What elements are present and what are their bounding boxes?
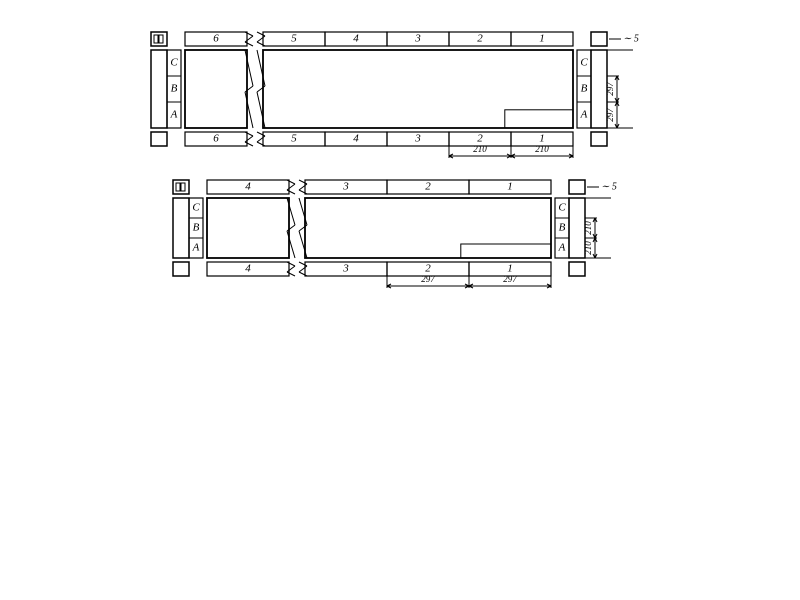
- svg-text:2: 2: [477, 133, 483, 145]
- svg-text:4: 4: [245, 263, 251, 275]
- svg-text:3: 3: [414, 133, 421, 145]
- svg-text:210: 210: [473, 144, 487, 154]
- figure-top: 654321∼ 5ABCABC654321210210297297: [30, 28, 770, 170]
- svg-text:210: 210: [535, 144, 549, 154]
- svg-text:297: 297: [605, 82, 615, 96]
- svg-text:5: 5: [291, 33, 297, 45]
- svg-text:A: A: [558, 242, 566, 254]
- svg-text:B: B: [581, 83, 588, 95]
- svg-text:6: 6: [213, 33, 219, 45]
- svg-text:6: 6: [213, 133, 219, 145]
- svg-text:∼ 5: ∼ 5: [623, 33, 639, 44]
- svg-text:C: C: [192, 202, 200, 214]
- svg-text:B: B: [193, 222, 200, 234]
- svg-text:∼ 5: ∼ 5: [601, 181, 617, 192]
- figure-bottom: 4321∼ 5ABCABC4321297297210210: [30, 176, 770, 300]
- svg-text:297: 297: [421, 274, 435, 284]
- svg-text:1: 1: [539, 33, 545, 45]
- svg-text:C: C: [580, 57, 588, 69]
- svg-text:297: 297: [605, 108, 615, 122]
- svg-text:3: 3: [342, 181, 349, 193]
- svg-text:B: B: [559, 222, 566, 234]
- svg-text:210: 210: [583, 241, 593, 255]
- svg-text:210: 210: [583, 221, 593, 235]
- svg-text:C: C: [558, 202, 566, 214]
- svg-text:4: 4: [245, 181, 251, 193]
- svg-text:A: A: [170, 109, 178, 121]
- svg-text:3: 3: [342, 263, 349, 275]
- svg-text:1: 1: [507, 181, 513, 193]
- svg-text:C: C: [170, 57, 178, 69]
- svg-text:4: 4: [353, 33, 359, 45]
- svg-text:4: 4: [353, 133, 359, 145]
- svg-text:2: 2: [425, 263, 431, 275]
- svg-text:2: 2: [425, 181, 431, 193]
- svg-text:A: A: [192, 242, 200, 254]
- svg-text:297: 297: [503, 274, 517, 284]
- svg-text:A: A: [580, 109, 588, 121]
- svg-text:B: B: [171, 83, 178, 95]
- svg-text:1: 1: [539, 133, 545, 145]
- svg-text:3: 3: [414, 33, 421, 45]
- svg-text:5: 5: [291, 133, 297, 145]
- svg-text:1: 1: [507, 263, 513, 275]
- svg-text:2: 2: [477, 33, 483, 45]
